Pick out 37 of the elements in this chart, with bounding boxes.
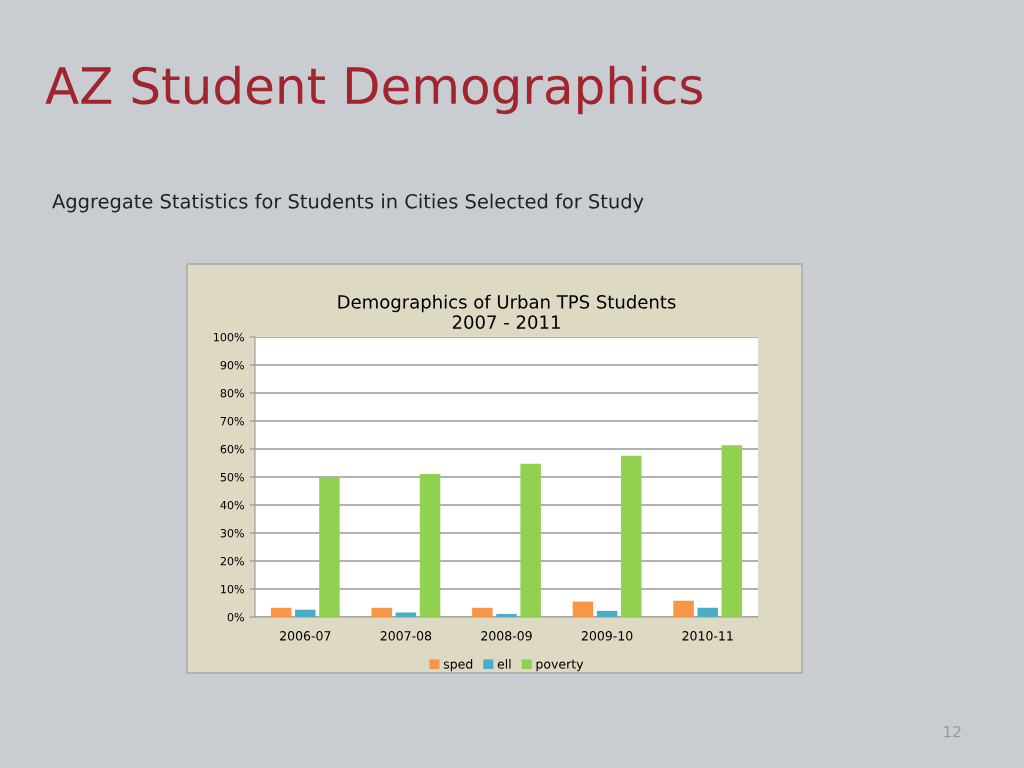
bar bbox=[496, 613, 517, 617]
x-tick-label: 2006-07 bbox=[280, 631, 331, 641]
y-tick-label: 60% bbox=[220, 444, 244, 454]
bar bbox=[596, 610, 618, 617]
x-tick-label: 2007-08 bbox=[380, 631, 432, 641]
bar bbox=[721, 445, 743, 617]
y-tick-label: 70% bbox=[220, 416, 244, 426]
x-tick-label: 2010-11 bbox=[682, 631, 733, 641]
y-tick-label: 30% bbox=[220, 528, 244, 538]
legend-label: ell bbox=[497, 659, 511, 669]
x-tick-label: 2008-09 bbox=[481, 631, 532, 641]
bar bbox=[673, 600, 694, 617]
y-tick-label: 80% bbox=[220, 388, 244, 398]
legend-label: sped bbox=[443, 659, 473, 672]
bar bbox=[620, 455, 642, 617]
bar bbox=[572, 601, 594, 617]
bar bbox=[295, 609, 316, 617]
bar bbox=[520, 463, 541, 617]
y-tick-label: 20% bbox=[220, 556, 244, 566]
bar bbox=[270, 607, 292, 617]
y-tick-label: 10% bbox=[221, 584, 244, 594]
text: 12 bbox=[944, 725, 961, 738]
text: Aggregate Statistics for Students in Cities Selected for Study bbox=[52, 193, 644, 213]
bar bbox=[319, 477, 340, 617]
y-tick-label: 0% bbox=[227, 612, 244, 622]
legend-label: poverty bbox=[536, 659, 584, 672]
bar bbox=[371, 607, 393, 617]
bar bbox=[697, 607, 718, 617]
y-tick-label: 50% bbox=[220, 472, 244, 482]
chart-title: Demographics of Urban TPS Students 2007 - 2011 bbox=[338, 294, 676, 329]
y-tick-label: 40% bbox=[220, 500, 244, 510]
bar bbox=[472, 607, 493, 617]
text: AZ Student Demographics bbox=[45, 65, 702, 115]
y-tick-label: 90% bbox=[220, 360, 244, 370]
y-tick-label: 100% bbox=[214, 332, 244, 342]
bar bbox=[419, 473, 441, 617]
x-tick-label: 2009-10 bbox=[581, 631, 633, 641]
